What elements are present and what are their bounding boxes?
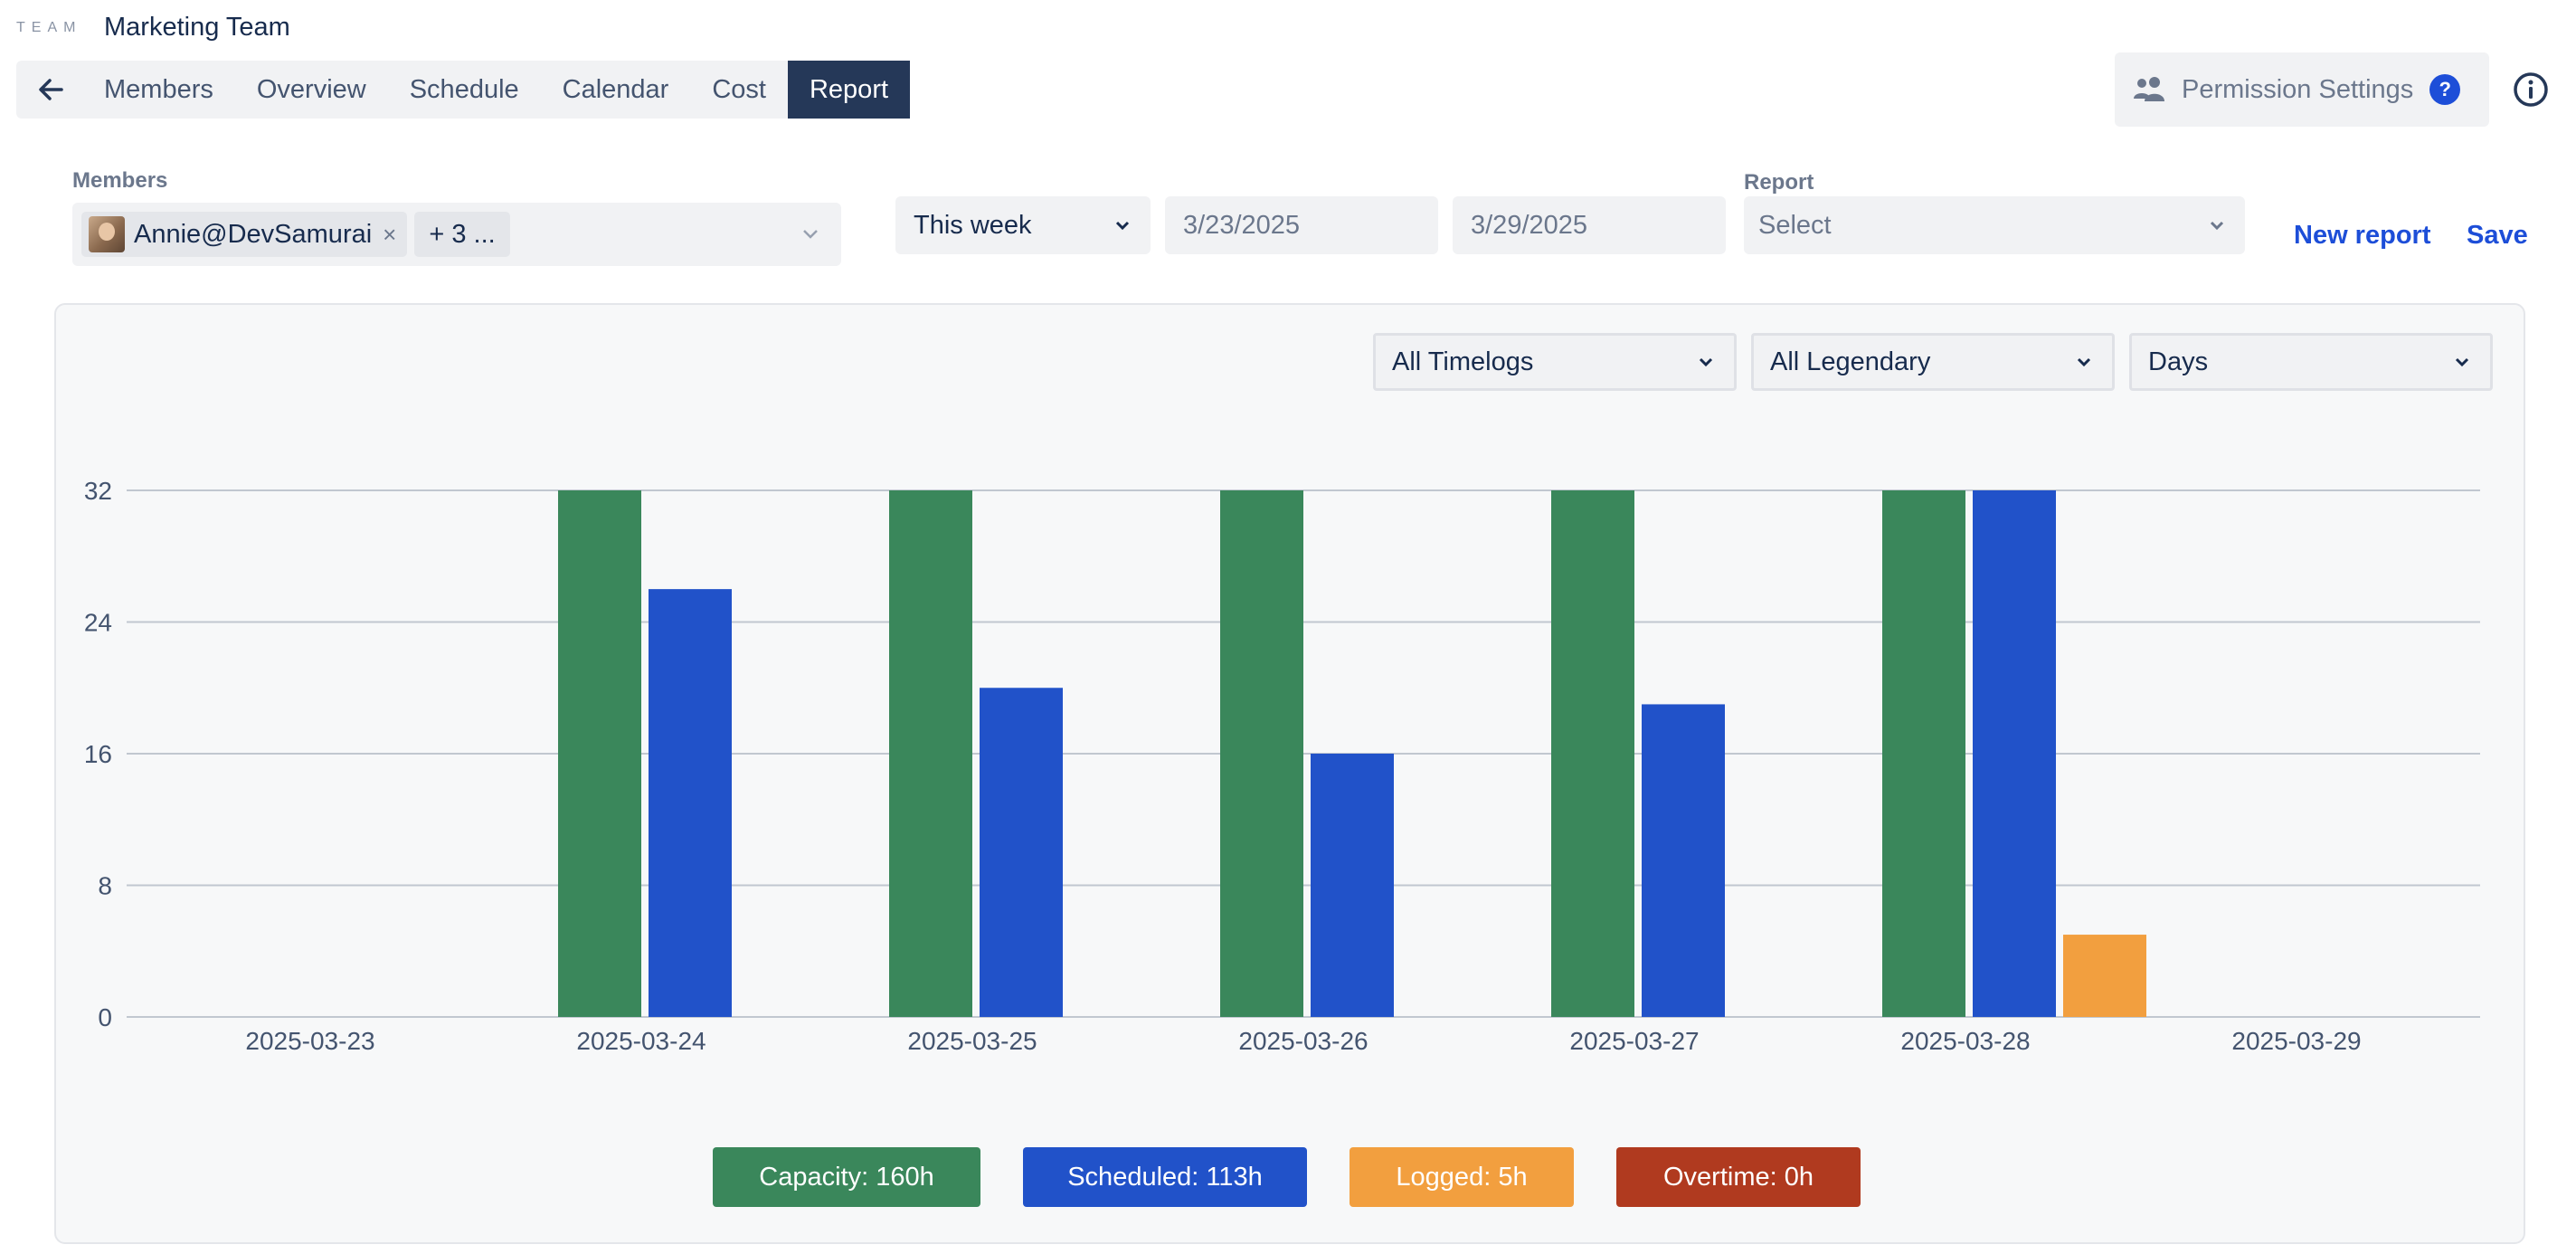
report-select[interactable]: Select: [1744, 196, 2245, 254]
y-tick-label: 32: [84, 477, 112, 505]
legend-overtime[interactable]: Overtime: 0h: [1616, 1147, 1861, 1207]
legend-logged[interactable]: Logged: 5h: [1350, 1147, 1574, 1207]
tab-overview[interactable]: Overview: [256, 74, 366, 104]
legend-overtime-label: Overtime:: [1662, 1162, 1777, 1192]
tab-schedule[interactable]: Schedule: [409, 74, 519, 104]
legend-logged-value: 5h: [1498, 1162, 1528, 1192]
legend-scheduled-label: Scheduled:: [1067, 1162, 1199, 1192]
x-tick-label: 2025-03-27: [1569, 1027, 1699, 1055]
x-tick-label: 2025-03-23: [245, 1027, 374, 1055]
members-select[interactable]: Annie@DevSamurai × + 3 ...: [72, 203, 841, 266]
bar-capacity: [1551, 490, 1634, 1017]
legend-scheduled[interactable]: Scheduled: 113h: [1023, 1147, 1307, 1207]
legend-capacity-label: Capacity:: [759, 1162, 869, 1192]
member-chip-label: Annie@DevSamurai: [134, 219, 373, 249]
y-tick-label: 8: [98, 872, 112, 900]
x-tick-label: 2025-03-25: [907, 1027, 1037, 1055]
legend-capacity-value: 160h: [876, 1162, 934, 1192]
bar-capacity: [1220, 490, 1303, 1017]
bar-scheduled: [649, 589, 732, 1017]
x-tick-label: 2025-03-29: [2231, 1027, 2361, 1055]
help-icon[interactable]: ?: [2429, 74, 2461, 105]
period-select[interactable]: This week: [895, 196, 1151, 254]
start-date-input[interactable]: 3/23/2025: [1165, 196, 1438, 254]
timelogs-filter-value: All Timelogs: [1392, 347, 1534, 376]
tab-report[interactable]: Report: [787, 61, 911, 119]
remove-chip-icon[interactable]: ×: [383, 220, 397, 248]
back-button[interactable]: [16, 61, 84, 119]
report-label: Report: [1744, 170, 1814, 195]
bar-scheduled: [1642, 704, 1725, 1017]
chevron-down-icon: [1699, 357, 1713, 367]
y-tick-label: 24: [84, 609, 112, 637]
y-tick-label: 0: [98, 1003, 112, 1031]
save-button[interactable]: Save: [2467, 221, 2528, 250]
users-icon: [2134, 77, 2164, 101]
y-tick-label: 16: [84, 740, 112, 768]
x-tick-label: 2025-03-26: [1238, 1027, 1368, 1055]
bar-logged: [2063, 935, 2146, 1017]
legend-overtime-value: 0h: [1784, 1162, 1814, 1192]
legend-logged-label: Logged:: [1396, 1162, 1492, 1192]
legendary-filter[interactable]: All Legendary: [1751, 333, 2115, 391]
bar-capacity: [889, 490, 972, 1017]
chevron-down-icon: [2455, 357, 2469, 367]
arrow-left-icon: [38, 79, 63, 100]
team-label: TEAM: [16, 20, 82, 35]
bar-scheduled: [1973, 490, 2056, 1017]
team-nav: Members Overview Schedule Calendar Cost …: [16, 61, 911, 119]
legendary-filter-value: All Legendary: [1770, 347, 1931, 376]
bar-capacity: [1882, 490, 1965, 1017]
granularity-filter-value: Days: [2148, 347, 2209, 376]
team-name: Marketing Team: [104, 13, 290, 42]
granularity-filter[interactable]: Days: [2129, 333, 2493, 391]
new-report-button[interactable]: New report: [2294, 221, 2431, 250]
chevron-down-icon: [803, 230, 818, 239]
bar-scheduled: [1311, 754, 1394, 1017]
period-value: This week: [914, 210, 1032, 240]
bar-capacity: [558, 490, 641, 1017]
tab-members[interactable]: Members: [104, 74, 213, 104]
legend-scheduled-value: 113h: [1206, 1162, 1263, 1192]
x-tick-label: 2025-03-24: [576, 1027, 706, 1055]
x-tick-label: 2025-03-28: [1900, 1027, 2030, 1055]
permission-settings-label: Permission Settings: [2182, 74, 2414, 104]
tab-calendar[interactable]: Calendar: [562, 74, 669, 104]
permission-settings-button[interactable]: Permission Settings ?: [2115, 52, 2489, 127]
end-date-input[interactable]: 3/29/2025: [1453, 196, 1726, 254]
nav-tabs: Members Overview Schedule Calendar Cost …: [84, 61, 911, 119]
legend-capacity[interactable]: Capacity: 160h: [713, 1147, 980, 1207]
chevron-down-icon: [2210, 221, 2224, 231]
chevron-down-icon: [2077, 357, 2091, 367]
avatar: [89, 216, 125, 252]
members-label: Members: [72, 168, 168, 193]
report-placeholder: Select: [1758, 210, 1832, 240]
chevron-down-icon: [1115, 221, 1130, 231]
tab-cost[interactable]: Cost: [712, 74, 766, 104]
member-chip: Annie@DevSamurai ×: [81, 212, 408, 257]
timelogs-filter[interactable]: All Timelogs: [1373, 333, 1737, 391]
info-icon[interactable]: [2513, 71, 2549, 108]
more-members-chip[interactable]: + 3 ...: [414, 212, 510, 257]
bar-scheduled: [980, 688, 1063, 1017]
